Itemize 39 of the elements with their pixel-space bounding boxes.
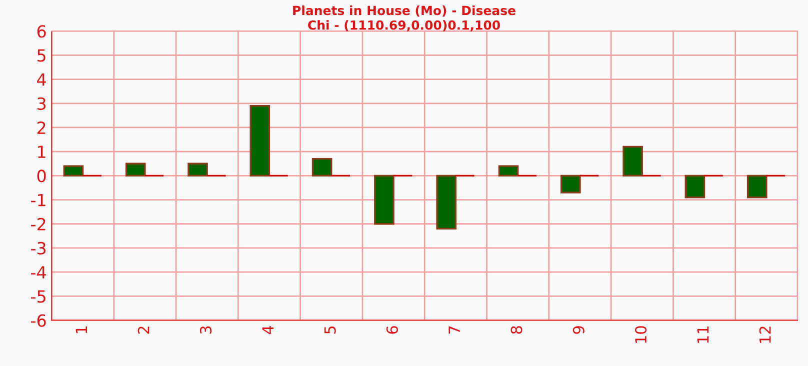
bar xyxy=(436,174,457,230)
bar xyxy=(498,165,519,177)
y-tick-label: -5 xyxy=(31,290,46,303)
bar xyxy=(622,146,643,177)
y-tick-label: 0 xyxy=(37,170,46,182)
x-tick-label: 6 xyxy=(386,326,398,334)
y-tick-label: 1 xyxy=(38,146,46,158)
bar xyxy=(746,174,768,198)
x-tick-label: 11 xyxy=(697,326,708,343)
bar xyxy=(188,162,208,177)
bar xyxy=(250,104,270,177)
y-tick-label: -3 xyxy=(31,242,46,255)
chart-title: Planets in House (Mo) - Disease xyxy=(293,5,516,17)
x-tick-label: 1 xyxy=(76,326,87,334)
y-tick-label: 3 xyxy=(38,97,46,110)
y-tick-label: -1 xyxy=(31,194,46,206)
x-tick-label: 5 xyxy=(324,326,336,334)
y-tick-label: 6 xyxy=(37,25,46,38)
x-tick-label: 10 xyxy=(635,326,647,343)
bar xyxy=(63,165,84,177)
y-tick-label: -2 xyxy=(31,218,46,230)
x-tick-label: 8 xyxy=(510,326,522,334)
x-tick-label: 3 xyxy=(200,326,212,334)
x-tick-label: 9 xyxy=(572,326,584,334)
x-tick-label: 12 xyxy=(759,326,771,343)
bar xyxy=(312,158,332,177)
y-tick-label: -6 xyxy=(31,314,46,327)
y-tick-label: 5 xyxy=(38,49,46,62)
bar xyxy=(125,162,146,177)
bar xyxy=(374,174,394,225)
bar xyxy=(560,174,581,194)
bar xyxy=(684,174,706,198)
x-tick-label: 2 xyxy=(138,326,150,334)
y-tick-label: 2 xyxy=(37,121,46,134)
y-tick-label: -4 xyxy=(31,266,46,278)
x-tick-label: 4 xyxy=(262,326,274,334)
chart-subtitle: Chi - (1110.69,0.00)0.1,100 xyxy=(308,20,500,32)
y-tick-label: 4 xyxy=(37,73,46,86)
x-tick-label: 7 xyxy=(448,326,460,334)
